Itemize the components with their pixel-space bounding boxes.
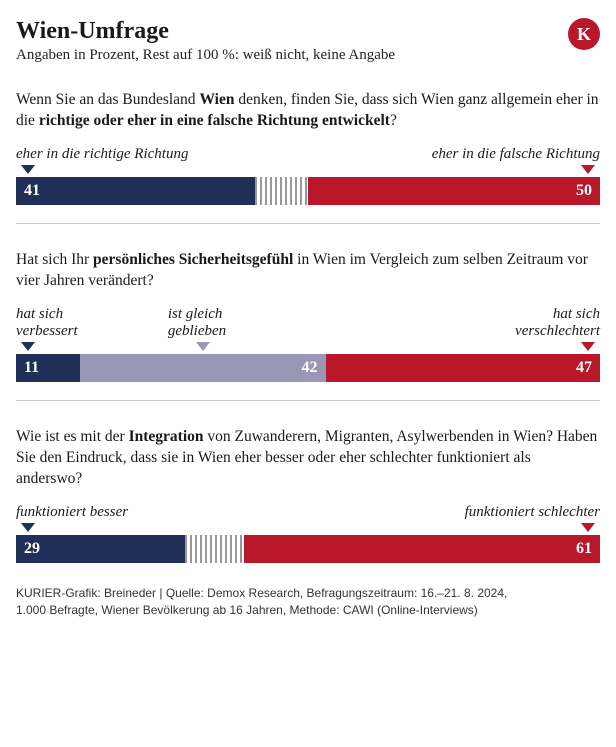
- stacked-bar: 114247: [16, 354, 600, 382]
- bar-seg-right: 50: [308, 177, 600, 205]
- survey-block: Wie ist es mit der Integration von Zuwan…: [16, 427, 600, 563]
- labels-row: funktioniert besserfunktioniert schlecht…: [16, 504, 600, 521]
- source-line-2: 1.000 Befragte, Wiener Bevölkerung ab 16…: [16, 602, 600, 618]
- logo-letter: K: [577, 24, 591, 45]
- question-text: Hat sich Ihr persönliches Sicherheitsgef…: [16, 250, 600, 292]
- markers-row: [16, 342, 600, 354]
- marker-right-icon: [581, 523, 595, 532]
- marker-left-icon: [21, 523, 35, 532]
- survey-block: Wenn Sie an das Bundesland Wien denken, …: [16, 90, 600, 205]
- bar-seg-left: 11: [16, 354, 80, 382]
- marker-mid-icon: [196, 342, 210, 351]
- labels-row: hat sichverbessertist gleichgebliebenhat…: [16, 306, 600, 341]
- survey-block: Hat sich Ihr persönliches Sicherheitsgef…: [16, 250, 600, 382]
- question-text: Wie ist es mit der Integration von Zuwan…: [16, 427, 600, 490]
- page-title: Wien-Umfrage: [16, 18, 395, 45]
- source-line-1: KURIER-Grafik: Breineder | Quelle: Demox…: [16, 585, 600, 601]
- divider: [16, 400, 600, 401]
- label-left: hat sichverbessert: [16, 306, 168, 341]
- marker-left-icon: [21, 342, 35, 351]
- bar-seg-gap: [255, 177, 308, 205]
- bar-seg-mid: 42: [80, 354, 325, 382]
- label-right: funktioniert schlechter: [308, 504, 600, 521]
- bar-seg-right: 61: [244, 535, 600, 563]
- marker-left-icon: [21, 165, 35, 174]
- bar-seg-gap: [185, 535, 243, 563]
- stacked-bar: 41 50: [16, 177, 600, 205]
- bar-seg-right: 47: [326, 354, 600, 382]
- page-subtitle: Angaben in Prozent, Rest auf 100 %: weiß…: [16, 47, 395, 64]
- bar-seg-left: 41: [16, 177, 255, 205]
- marker-right-icon: [581, 165, 595, 174]
- source-attribution: KURIER-Grafik: Breineder | Quelle: Demox…: [16, 585, 600, 617]
- stacked-bar: 29 61: [16, 535, 600, 563]
- header: Wien-Umfrage Angaben in Prozent, Rest au…: [16, 18, 600, 64]
- label-right: eher in die falsche Richtung: [308, 146, 600, 163]
- markers-row: [16, 523, 600, 535]
- label-left: funktioniert besser: [16, 504, 308, 521]
- markers-row: [16, 165, 600, 177]
- divider: [16, 223, 600, 224]
- bar-seg-left: 29: [16, 535, 185, 563]
- label-mid: ist gleichgeblieben: [168, 306, 320, 341]
- labels-row: eher in die richtige Richtungeher in die…: [16, 146, 600, 163]
- question-text: Wenn Sie an das Bundesland Wien denken, …: [16, 90, 600, 132]
- logo-badge: K: [568, 18, 600, 50]
- label-right: hat sichverschlechtert: [320, 306, 600, 341]
- marker-right-icon: [581, 342, 595, 351]
- label-left: eher in die richtige Richtung: [16, 146, 308, 163]
